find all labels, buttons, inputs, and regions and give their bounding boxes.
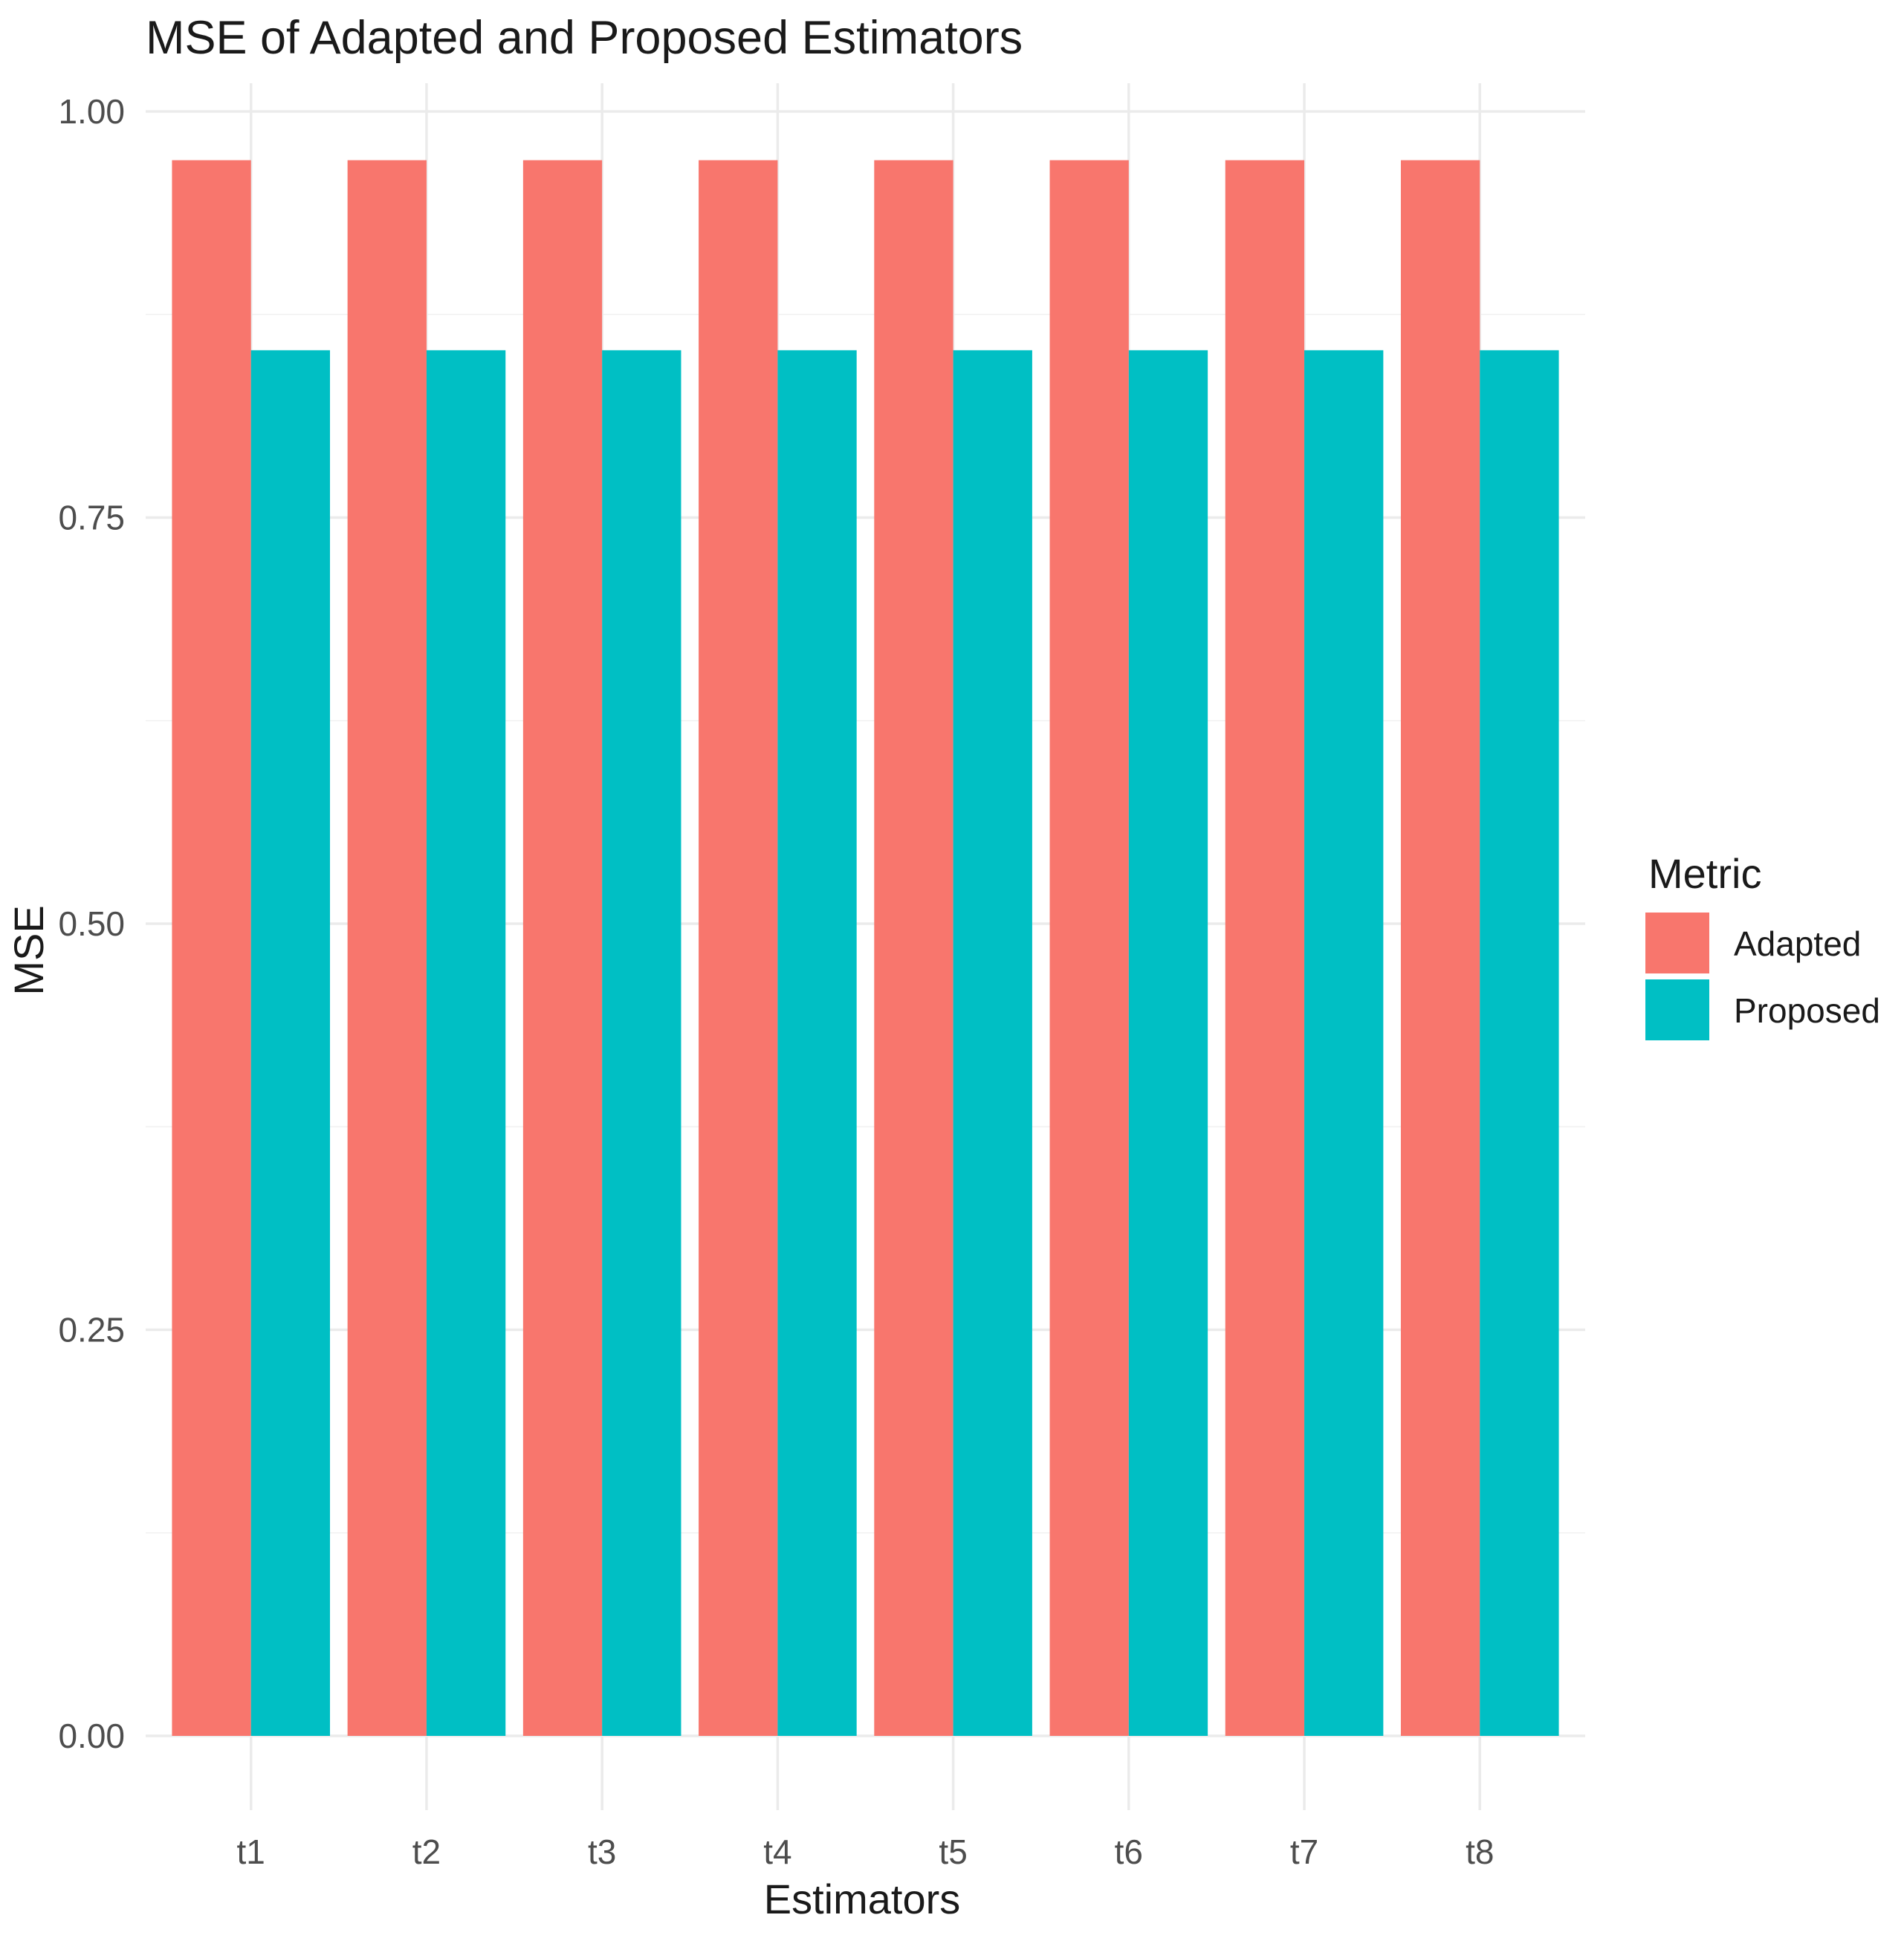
x-tick-label: t4 [763, 1832, 791, 1871]
y-tick-label: 0.25 [58, 1311, 125, 1349]
x-tick-label: t2 [412, 1832, 441, 1871]
x-tick-label: t6 [1115, 1832, 1143, 1871]
bar-t3-proposed [602, 350, 681, 1736]
bars-group [172, 160, 1559, 1736]
legend-key-proposed [1645, 979, 1709, 1040]
bar-t2-proposed [426, 350, 506, 1736]
y-tick-label: 0.50 [58, 904, 125, 943]
bar-t5-adapted [874, 160, 953, 1736]
y-axis-ticks: 0.00 0.25 0.50 0.75 1.00 [58, 92, 125, 1755]
legend-key-adapted [1645, 913, 1709, 973]
y-tick-label: 0.00 [58, 1717, 125, 1755]
x-tick-label: t3 [588, 1832, 616, 1871]
legend-label-proposed: Proposed [1734, 991, 1880, 1030]
x-tick-label: t7 [1290, 1832, 1318, 1871]
bar-t6-proposed [1128, 350, 1208, 1736]
legend-title: Metric [1648, 850, 1761, 897]
chart-title: MSE of Adapted and Proposed Estimators [146, 12, 1023, 64]
legend-label-adapted: Adapted [1734, 924, 1861, 963]
bar-t8-adapted [1400, 160, 1480, 1736]
bar-t3-adapted [522, 160, 603, 1736]
bar-t4-proposed [777, 350, 857, 1736]
bar-t7-adapted [1225, 160, 1305, 1736]
legend: Metric Adapted Proposed [1645, 850, 1880, 1040]
bar-t7-proposed [1304, 350, 1384, 1736]
bar-t2-adapted [347, 160, 427, 1736]
x-tick-label: t5 [939, 1832, 967, 1871]
x-tick-label: t8 [1466, 1832, 1494, 1871]
y-tick-label: 0.75 [58, 499, 125, 537]
bar-t6-adapted [1049, 160, 1129, 1736]
bar-t1-adapted [172, 160, 251, 1736]
y-axis-title: MSE [5, 905, 52, 995]
bar-t4-adapted [699, 160, 778, 1736]
x-axis-title: Estimators [764, 1876, 961, 1922]
bar-t5-proposed [953, 350, 1032, 1736]
bar-t1-proposed [250, 350, 331, 1736]
x-axis-ticks: t1 t2 t3 t4 t5 t6 t7 t8 [237, 1832, 1495, 1871]
bar-t8-proposed [1480, 350, 1559, 1736]
x-tick-label: t1 [237, 1832, 265, 1871]
y-tick-label: 1.00 [58, 92, 125, 131]
